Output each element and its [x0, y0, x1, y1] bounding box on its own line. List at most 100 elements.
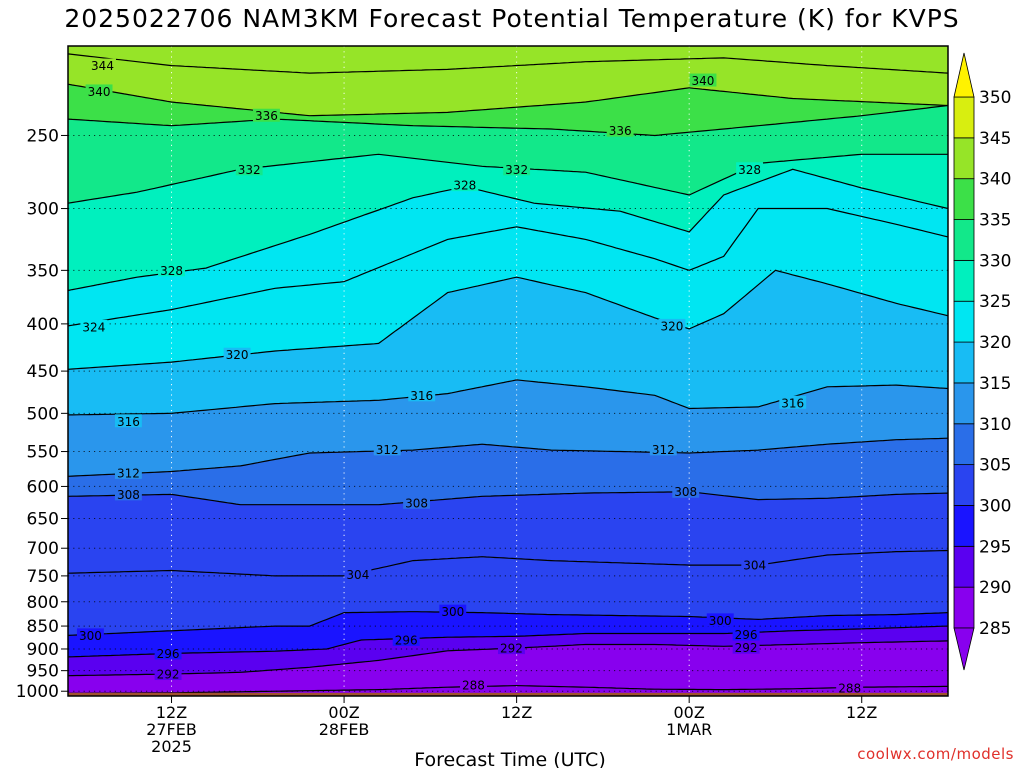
colorbar-bin-290 — [953, 545, 975, 588]
contour-336 — [68, 104, 948, 137]
contour-label-328: 328 — [453, 179, 476, 193]
contour-label-304: 304 — [743, 559, 766, 573]
contour-label-bg — [741, 558, 769, 572]
x-tick-label: 00Z — [674, 703, 705, 722]
contour-label-bg — [658, 318, 686, 332]
contour-label-340: 340 — [88, 85, 111, 99]
contour-label-300: 300 — [709, 614, 732, 628]
colorbar-bin-345 — [953, 96, 975, 139]
y-tick-label-950: 950 — [27, 662, 59, 682]
y-tick-label-750: 750 — [27, 567, 59, 587]
contour-label-296: 296 — [395, 633, 418, 647]
contour-label-bg — [114, 465, 142, 479]
contour-label-328: 328 — [160, 264, 183, 278]
x-tick-label: 00Z — [328, 703, 359, 722]
y-tick-label-250: 250 — [27, 126, 59, 146]
y-tick-label-1000: 1000 — [16, 682, 59, 702]
contour-label-312: 312 — [117, 466, 140, 480]
colorbar-bin-285 — [953, 586, 975, 629]
contour-label-344: 344 — [91, 59, 114, 73]
x-tick-label: 12Z — [501, 703, 532, 722]
colorbar-bin-310 — [953, 382, 975, 425]
x-tick-label: 2025 — [151, 737, 192, 756]
contour-label-296: 296 — [735, 628, 758, 642]
contour-label-bg — [76, 628, 104, 642]
contour-label-bg — [235, 162, 263, 176]
y-tick-label-500: 500 — [27, 404, 59, 424]
colorbar-label-335: 335 — [979, 211, 1011, 231]
contour-lines: 344 340 340 336 336 332 332 328 328 328 324 320 320 3… — [68, 53, 948, 695]
y-tick-label-850: 850 — [27, 617, 59, 637]
y-tick-label-600: 600 — [27, 477, 59, 497]
x-tick-label: 12Z — [156, 703, 187, 722]
colorbar-label-300: 300 — [979, 496, 1011, 516]
contour-label-bg — [114, 414, 142, 428]
contour-label-316: 316 — [410, 389, 433, 403]
contour-label-332: 332 — [238, 163, 261, 177]
colorbar-top-arrow — [953, 52, 975, 98]
x-tick-label: 12Z — [846, 703, 877, 722]
contour-label-340: 340 — [692, 74, 715, 88]
contour-324 — [68, 207, 948, 327]
contour-label-324: 324 — [82, 320, 105, 334]
contour-label-bg — [451, 178, 479, 192]
y-axis: 250 300 350 400 450 500 550 600 650 700 750 800 850 9… — [16, 126, 68, 702]
contour-label-320: 320 — [226, 348, 249, 362]
colorbar-label-330: 330 — [979, 251, 1011, 271]
colorbar-label-305: 305 — [979, 456, 1011, 476]
x-tick-label: 27FEB — [146, 720, 197, 739]
colorbar: 350 345 340 335 330 325 320 315 310 305 300 295 290 2… — [953, 52, 1011, 671]
y-tick-label-550: 550 — [27, 443, 59, 463]
contour-label-bg — [732, 640, 760, 654]
contour-label-bg — [223, 347, 251, 361]
contour-label-bg — [672, 484, 700, 498]
y-tick-label-800: 800 — [27, 593, 59, 613]
contour-label-bg — [114, 487, 142, 501]
contour-label-328: 328 — [738, 163, 761, 177]
colorbar-label-320: 320 — [979, 333, 1011, 353]
y-tick-label-700: 700 — [27, 539, 59, 559]
contour-label-bg — [460, 678, 487, 692]
y-tick-label-350: 350 — [27, 261, 59, 281]
colorbar-label-350: 350 — [979, 88, 1011, 108]
contour-label-288: 288 — [462, 679, 485, 693]
contour-label-304: 304 — [346, 568, 369, 582]
contour-label-bg — [89, 58, 116, 72]
contour-label-bg — [154, 667, 182, 681]
ground-layer — [68, 692, 948, 696]
contour-label-312: 312 — [376, 443, 399, 457]
contour-label-bg — [252, 108, 280, 122]
contour-320 — [68, 269, 948, 370]
contour-label-332: 332 — [505, 163, 528, 177]
colorbar-label-310: 310 — [979, 415, 1011, 435]
contour-328 — [68, 168, 948, 292]
contour-label-bg — [403, 495, 431, 509]
colorbar-bin-340 — [953, 137, 975, 180]
contour-label-bg — [85, 84, 113, 98]
contour-288 — [68, 684, 948, 694]
contour-296 — [68, 625, 948, 658]
contour-label-316: 316 — [117, 415, 140, 429]
contour-label-bg — [154, 646, 182, 660]
theta-color-fill — [68, 46, 948, 696]
x-tick-label: 28FEB — [319, 720, 370, 739]
x-tick-label: 1MAR — [666, 720, 712, 739]
contour-300 — [68, 611, 948, 636]
colorbar-label-285: 285 — [979, 619, 1011, 639]
contour-label-bg — [779, 395, 807, 409]
contour-label-bg — [392, 632, 420, 646]
fill-band-below-292 — [68, 640, 948, 696]
contour-label-bg — [649, 442, 677, 456]
contour-label-320: 320 — [660, 319, 683, 333]
contour-label-296: 296 — [157, 647, 180, 661]
colorbar-bin-320 — [953, 300, 975, 343]
y-tick-label-300: 300 — [27, 200, 59, 220]
contour-label-292: 292 — [500, 642, 523, 656]
contour-label-bg — [736, 162, 764, 176]
x-axis-label: Forecast Time (UTC) — [414, 749, 605, 768]
colorbar-bin-335 — [953, 178, 975, 220]
y-tick-label-400: 400 — [27, 315, 59, 335]
contour-308 — [68, 491, 948, 506]
